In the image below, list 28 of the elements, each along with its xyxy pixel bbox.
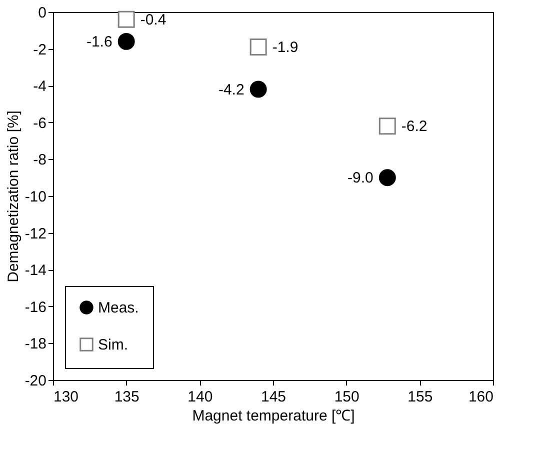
y-tick-label: -4	[33, 78, 46, 96]
y-tick-label: -12	[24, 225, 46, 242]
data-label: -9.0	[348, 170, 374, 187]
y-axis-title: Demagnetization ratio [%]	[4, 110, 22, 282]
y-tick-label: -16	[24, 298, 46, 316]
y-tick-label: -2	[33, 41, 46, 58]
x-tick-label: 140	[188, 388, 213, 406]
y-tick-label: 0	[38, 4, 46, 22]
x-tick-label: 160	[468, 388, 494, 406]
legend-label: Sim.	[98, 336, 128, 354]
y-tick-label: -18	[24, 336, 46, 353]
data-label: -0.4	[140, 11, 166, 28]
y-tick-label: -10	[24, 188, 46, 206]
data-label: -4.2	[218, 81, 244, 98]
data-label: -1.9	[272, 38, 298, 56]
x-tick-label: 130	[54, 388, 79, 406]
x-tick-label: 145	[260, 388, 286, 406]
y-tick-label: -20	[24, 372, 46, 390]
x-axis-title: Magnet temperature [℃]	[192, 408, 355, 424]
x-tick-label: 150	[334, 388, 360, 406]
data-label: -6.2	[401, 118, 428, 136]
y-tick-label: -8	[33, 152, 46, 169]
x-tick-label: 135	[114, 388, 140, 406]
legend-label: Meas.	[98, 300, 139, 316]
data-label: -1.6	[86, 33, 112, 50]
x-tick-label: 155	[408, 388, 433, 406]
y-tick-label: -14	[24, 262, 46, 280]
y-tick-label: -6	[33, 114, 46, 132]
